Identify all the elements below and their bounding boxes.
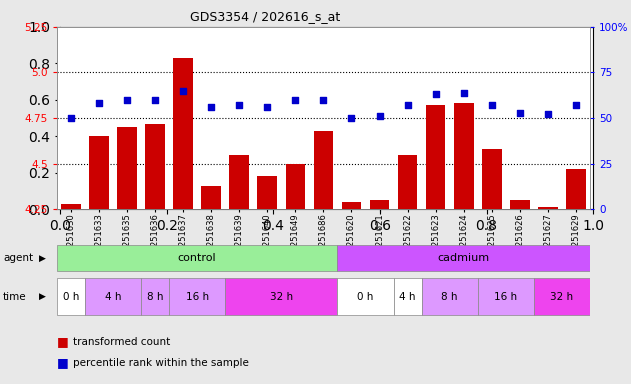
Bar xyxy=(538,207,558,209)
Point xyxy=(290,97,300,103)
Bar xyxy=(394,278,422,315)
Point xyxy=(515,109,525,116)
Text: 0 h: 0 h xyxy=(357,291,374,302)
Text: ■: ■ xyxy=(57,335,69,348)
Point xyxy=(262,104,273,110)
Bar xyxy=(89,136,109,209)
Point xyxy=(374,113,384,119)
Text: 0 h: 0 h xyxy=(62,291,79,302)
Bar xyxy=(478,278,534,315)
Text: GDS3354 / 202616_s_at: GDS3354 / 202616_s_at xyxy=(190,10,340,23)
Bar xyxy=(482,149,502,209)
Bar xyxy=(370,200,389,209)
Point xyxy=(94,101,104,107)
Point xyxy=(543,111,553,118)
Bar xyxy=(201,185,221,209)
Point xyxy=(234,102,244,108)
Bar xyxy=(534,278,590,315)
Text: 8 h: 8 h xyxy=(442,291,458,302)
Bar xyxy=(285,164,305,209)
Bar xyxy=(230,155,249,209)
Bar xyxy=(398,155,417,209)
Point xyxy=(178,88,188,94)
Bar xyxy=(338,245,590,271)
Bar xyxy=(225,278,338,315)
Text: ■: ■ xyxy=(57,356,69,369)
Text: 16 h: 16 h xyxy=(186,291,209,302)
Text: agent: agent xyxy=(3,253,33,263)
Bar xyxy=(117,127,137,209)
Text: 4 h: 4 h xyxy=(105,291,121,302)
Text: 32 h: 32 h xyxy=(550,291,574,302)
Bar xyxy=(169,278,225,315)
Bar xyxy=(338,278,394,315)
Point xyxy=(319,97,329,103)
Text: ▶: ▶ xyxy=(39,292,46,301)
Text: 32 h: 32 h xyxy=(269,291,293,302)
Bar xyxy=(422,278,478,315)
Bar xyxy=(341,202,362,209)
Point xyxy=(346,115,357,121)
Point xyxy=(150,97,160,103)
Text: 8 h: 8 h xyxy=(147,291,163,302)
Text: cadmium: cadmium xyxy=(438,253,490,263)
Text: 4 h: 4 h xyxy=(399,291,416,302)
Bar xyxy=(510,200,529,209)
Bar xyxy=(141,278,169,315)
Text: percentile rank within the sample: percentile rank within the sample xyxy=(73,358,249,368)
Text: time: time xyxy=(3,291,27,302)
Bar xyxy=(454,104,473,209)
Point xyxy=(403,102,413,108)
Point xyxy=(122,97,132,103)
Bar xyxy=(57,278,85,315)
Point xyxy=(66,115,76,121)
Text: 16 h: 16 h xyxy=(494,291,517,302)
Bar xyxy=(566,169,586,209)
Bar xyxy=(314,131,333,209)
Point xyxy=(206,104,216,110)
Bar xyxy=(145,124,165,209)
Bar xyxy=(57,245,338,271)
Text: ▶: ▶ xyxy=(39,254,46,263)
Text: control: control xyxy=(178,253,216,263)
Point xyxy=(571,102,581,108)
Bar xyxy=(426,105,445,209)
Point xyxy=(430,91,440,98)
Bar xyxy=(61,204,81,209)
Bar xyxy=(174,58,193,209)
Bar xyxy=(257,177,277,209)
Point xyxy=(459,89,469,96)
Text: transformed count: transformed count xyxy=(73,337,170,347)
Point xyxy=(487,102,497,108)
Bar xyxy=(85,278,141,315)
